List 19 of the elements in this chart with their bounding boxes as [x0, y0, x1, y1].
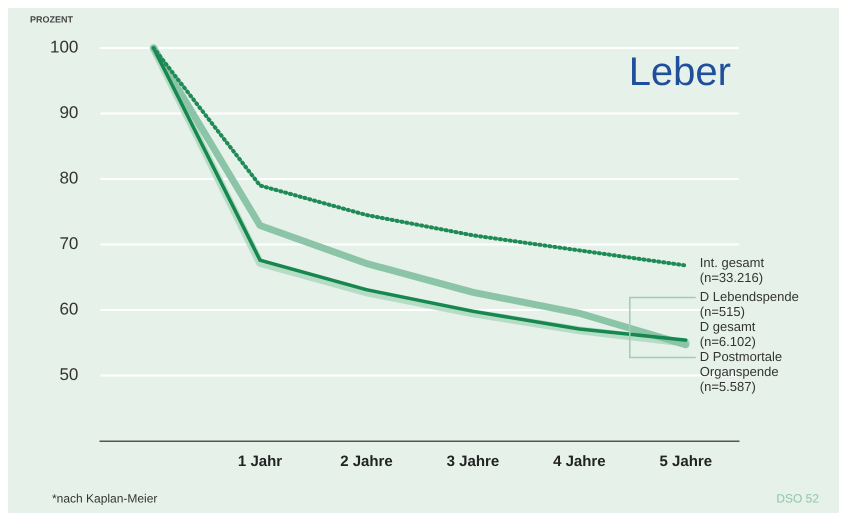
- text: DSO 52: [776, 491, 820, 506]
- y-tick-label: 50: [59, 365, 78, 384]
- y-tick-label: 60: [59, 300, 78, 319]
- x-tick-label: 4 Jahre: [553, 453, 606, 470]
- text: *nach Kaplan-Meier: [52, 491, 158, 506]
- y-tick-label: 90: [59, 103, 78, 122]
- y-tick-label: 70: [59, 234, 78, 254]
- series-label: Int. gesamt (n=33.216): [700, 255, 764, 286]
- y-axis-title: PROZENT: [30, 14, 74, 24]
- y-tick-label: 100: [50, 38, 78, 57]
- text: D Lebendspende (n=515): [700, 289, 799, 320]
- x-tick-label: 1 Jahr: [238, 453, 282, 470]
- x-tick-label: 2 Jahre: [340, 453, 393, 470]
- chart-title: Leber: [628, 50, 731, 94]
- y-tick-label: 80: [59, 168, 78, 188]
- x-tick-label: 3 Jahre: [446, 453, 500, 470]
- series-label: D Postmortale Organspende (n=5.587): [700, 349, 782, 394]
- x-tick-label: 5 Jahre: [660, 453, 712, 470]
- series-label: D gesamt (n=6.102): [700, 319, 756, 350]
